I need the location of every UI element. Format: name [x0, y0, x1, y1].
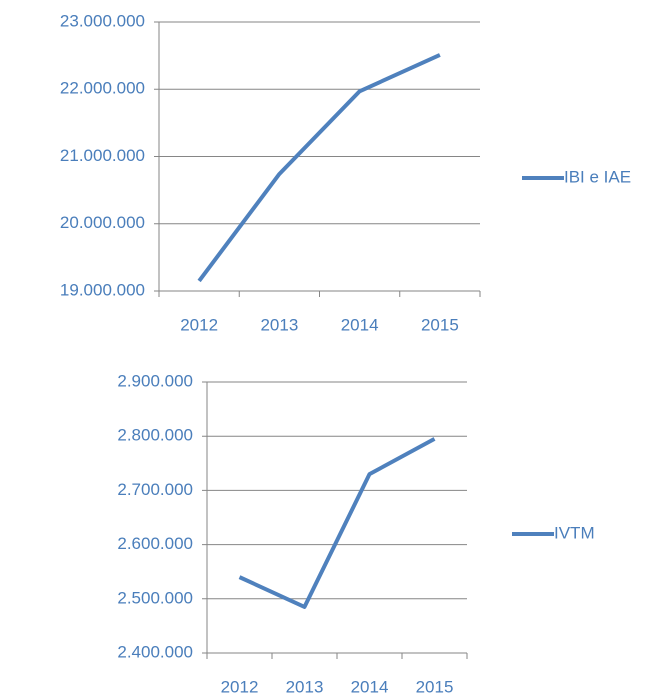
y-tick-label: 21.000.000: [60, 146, 145, 165]
x-tick-label: 2014: [341, 315, 379, 334]
x-tick-label: 2014: [351, 677, 389, 693]
y-tick-label: 2.600.000: [117, 534, 193, 553]
x-tick-label: 2012: [180, 315, 218, 334]
y-tick-label: 2.900.000: [117, 371, 193, 390]
x-tick-label: 2013: [286, 677, 324, 693]
y-tick-label: 22.000.000: [60, 79, 145, 98]
data-line: [238, 437, 436, 609]
y-tick-label: 2.500.000: [117, 588, 193, 607]
data-line: [197, 53, 441, 283]
y-tick-label: 2.800.000: [117, 426, 193, 445]
x-tick-label: 2012: [221, 677, 259, 693]
x-tick-label: 2015: [421, 315, 459, 334]
legend-label: IBI e IAE: [564, 167, 631, 186]
y-tick-label: 19.000.000: [60, 280, 145, 299]
x-tick-label: 2015: [416, 677, 454, 693]
y-tick-label: 2.400.000: [117, 642, 193, 661]
y-tick-label: 20.000.000: [60, 213, 145, 232]
x-tick-label: 2013: [260, 315, 298, 334]
y-tick-label: 23.000.000: [60, 11, 145, 30]
legend-label: IVTM: [554, 523, 595, 542]
y-tick-label: 2.700.000: [117, 480, 193, 499]
